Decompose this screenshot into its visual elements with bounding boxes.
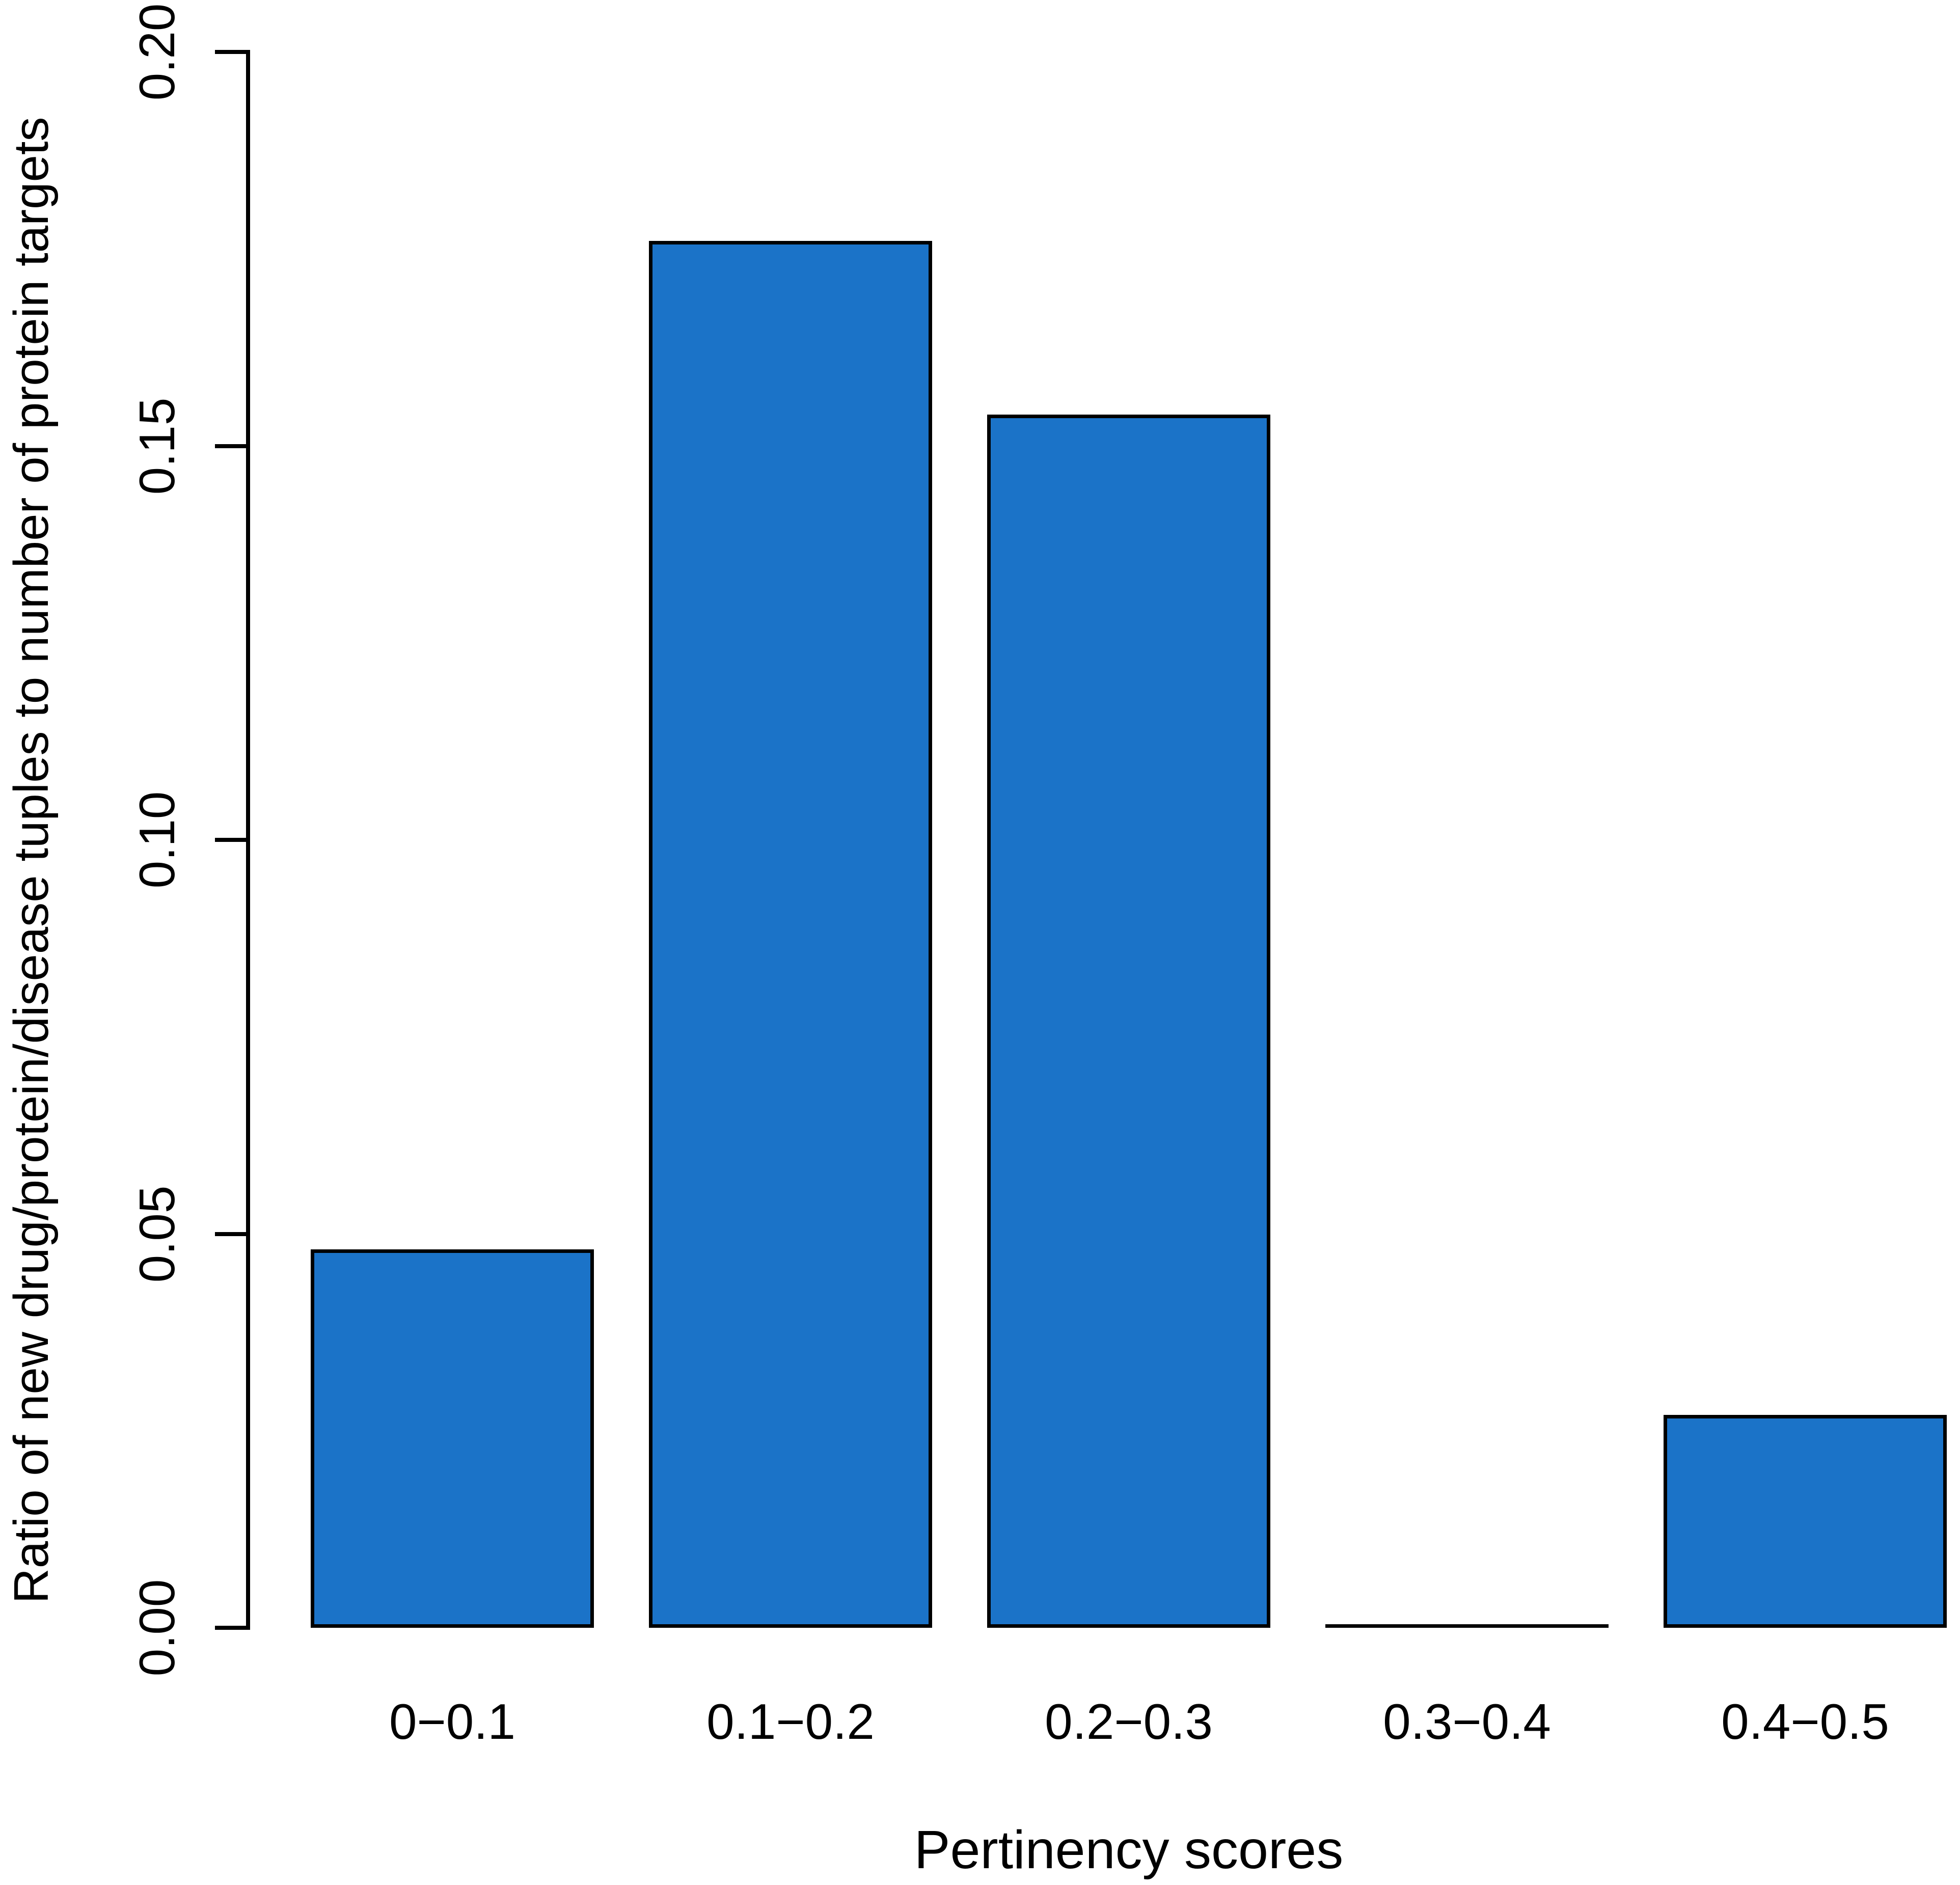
y-tick-mark [215,1232,248,1236]
y-tick-mark [215,444,248,448]
x-tick-label: 0.1−0.2 [706,1693,875,1750]
y-axis-title: Ratio of new drug/protein/disease tuples… [4,117,59,1604]
bar-0.4−0.5 [1664,1415,1947,1628]
y-tick-mark [215,50,248,54]
bar-0.3−0.4 [1325,1624,1609,1628]
y-tick-label: 0.10 [129,791,185,889]
bar-0.2−0.3 [987,415,1270,1628]
x-tick-label: 0.2−0.3 [1045,1693,1213,1750]
y-tick-label: 0.20 [129,3,185,101]
y-axis-line [246,50,250,1630]
bar-0−0.1 [311,1249,594,1628]
x-axis-title: Pertinency scores [914,1820,1344,1880]
y-tick-label: 0.15 [129,397,185,495]
x-tick-label: 0.4−0.5 [1721,1693,1889,1750]
y-tick-mark [215,838,248,842]
x-tick-label: 0.3−0.4 [1383,1693,1551,1750]
x-tick-label: 0−0.1 [389,1693,515,1750]
y-tick-label: 0.00 [129,1579,185,1677]
bar-0.1−0.2 [649,241,932,1628]
y-tick-mark [215,1626,248,1630]
y-tick-label: 0.05 [129,1185,185,1282]
